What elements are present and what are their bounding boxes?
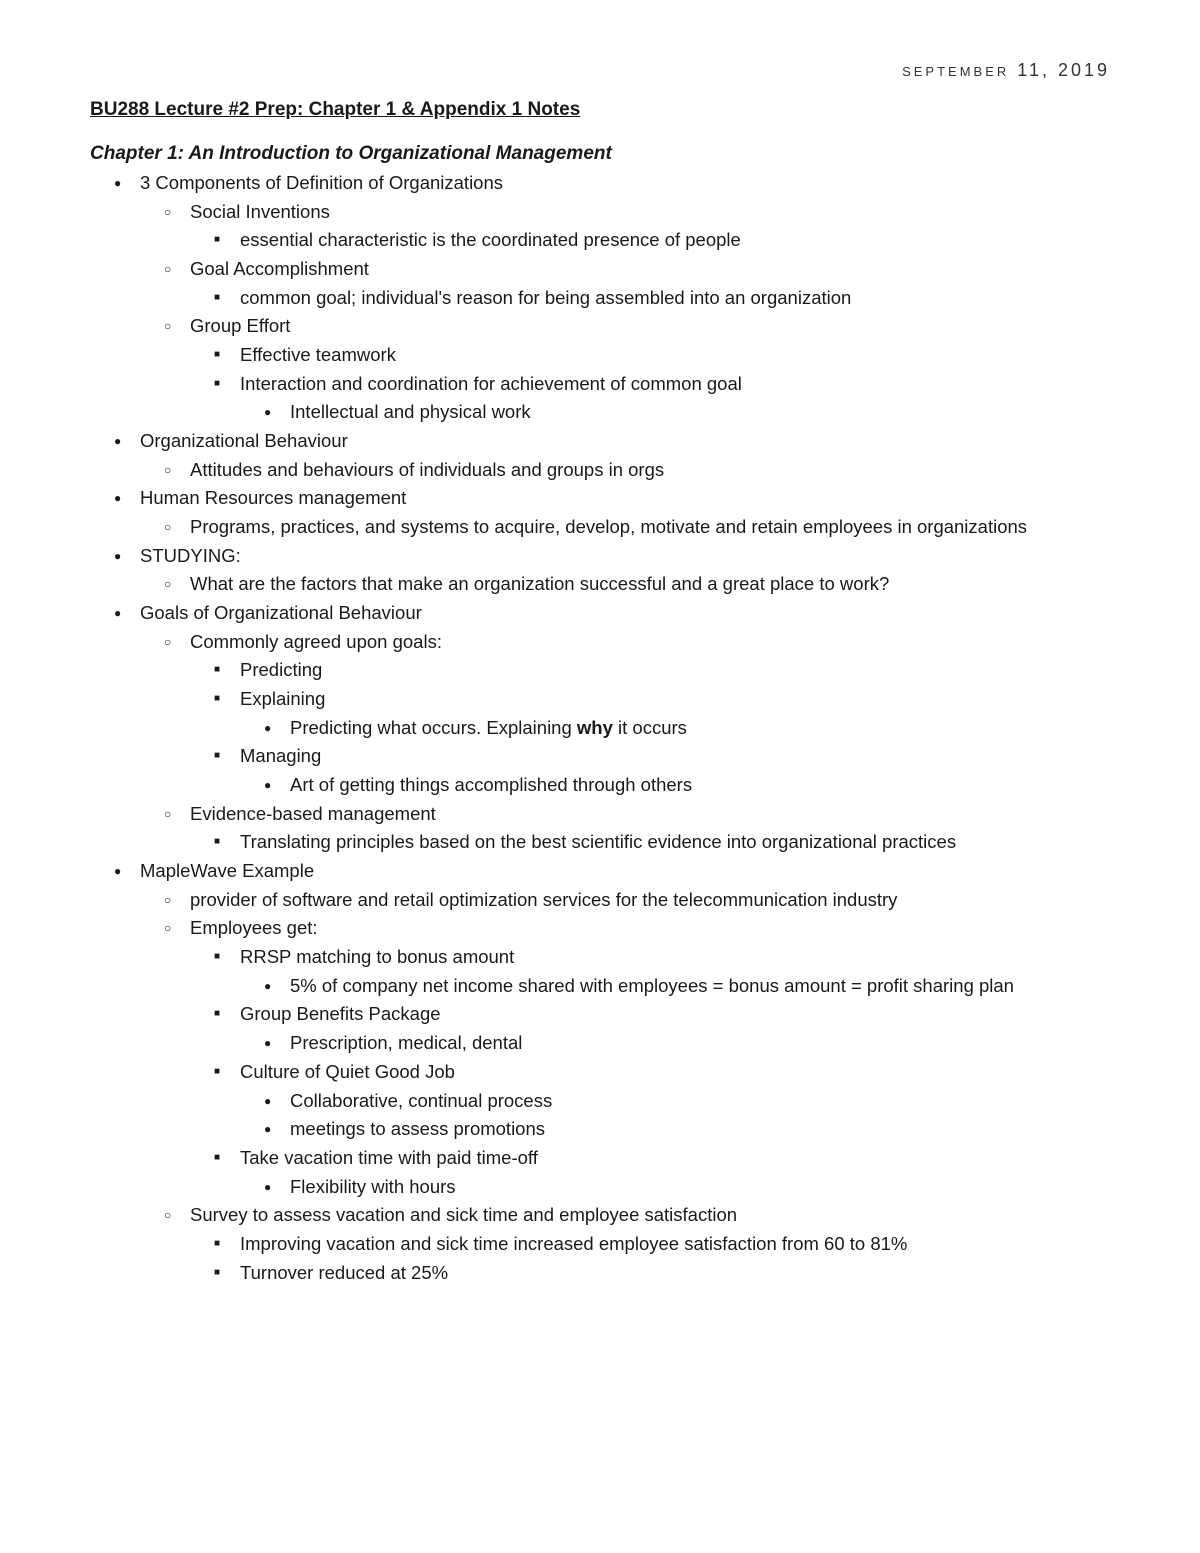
text: Programs, practices, and systems to acqu… bbox=[190, 516, 1027, 537]
chapter-heading: Chapter 1: An Introduction to Organizati… bbox=[90, 143, 1110, 165]
list-item: Group Effort Effective teamwork Interact… bbox=[190, 312, 1110, 427]
text: 5% of company net income shared with emp… bbox=[290, 975, 1014, 996]
text: Survey to assess vacation and sick time … bbox=[190, 1204, 737, 1225]
list-item: Art of getting things accomplished throu… bbox=[290, 771, 1110, 800]
list-item: Social Inventions essential characterist… bbox=[190, 198, 1110, 255]
list-item: Effective teamwork bbox=[240, 341, 1110, 370]
list-item: Goals of Organizational Behaviour Common… bbox=[140, 599, 1110, 857]
text: Intellectual and physical work bbox=[290, 401, 531, 422]
list-item: common goal; individual's reason for bei… bbox=[240, 284, 1110, 313]
list-item: STUDYING: What are the factors that make… bbox=[140, 542, 1110, 599]
text: Flexibility with hours bbox=[290, 1176, 456, 1197]
list-item: What are the factors that make an organi… bbox=[190, 570, 1110, 599]
list-item: meetings to assess promotions bbox=[290, 1115, 1110, 1144]
text: Goal Accomplishment bbox=[190, 258, 369, 279]
list-item: Managing Art of getting things accomplis… bbox=[240, 742, 1110, 799]
list-item: Attitudes and behaviours of individuals … bbox=[190, 456, 1110, 485]
list-item: Employees get: RRSP matching to bonus am… bbox=[190, 914, 1110, 1201]
text: Employees get: bbox=[190, 917, 318, 938]
list-item: Goal Accomplishment common goal; individ… bbox=[190, 255, 1110, 312]
text: it occurs bbox=[613, 717, 687, 738]
list-item: Group Benefits Package Prescription, med… bbox=[240, 1000, 1110, 1057]
list-item: RRSP matching to bonus amount 5% of comp… bbox=[240, 943, 1110, 1000]
list-item: Improving vacation and sick time increas… bbox=[240, 1230, 1110, 1259]
list-item: Turnover reduced at 25% bbox=[240, 1259, 1110, 1288]
list-item: essential characteristic is the coordina… bbox=[240, 226, 1110, 255]
list-item: Intellectual and physical work bbox=[290, 398, 1110, 427]
list-item: MapleWave Example provider of software a… bbox=[140, 857, 1110, 1287]
text: Group Effort bbox=[190, 315, 290, 336]
list-item: Explaining Predicting what occurs. Expla… bbox=[240, 685, 1110, 742]
text: What are the factors that make an organi… bbox=[190, 573, 889, 594]
list-item: provider of software and retail optimiza… bbox=[190, 886, 1110, 915]
list-item: Commonly agreed upon goals: Predicting E… bbox=[190, 628, 1110, 800]
text: 3 Components of Definition of Organizati… bbox=[140, 172, 503, 193]
text: Human Resources management bbox=[140, 487, 406, 508]
list-item: Collaborative, continual process bbox=[290, 1087, 1110, 1116]
text: Goals of Organizational Behaviour bbox=[140, 602, 422, 623]
text: Take vacation time with paid time-off bbox=[240, 1147, 538, 1168]
document-title: BU288 Lecture #2 Prep: Chapter 1 & Appen… bbox=[90, 99, 1110, 121]
text: MapleWave Example bbox=[140, 860, 314, 881]
text: STUDYING: bbox=[140, 545, 241, 566]
text: Social Inventions bbox=[190, 201, 330, 222]
list-item: Flexibility with hours bbox=[290, 1173, 1110, 1202]
text: Culture of Quiet Good Job bbox=[240, 1061, 455, 1082]
text: Art of getting things accomplished throu… bbox=[290, 774, 692, 795]
text-bold: why bbox=[577, 717, 613, 738]
text: Collaborative, continual process bbox=[290, 1090, 552, 1111]
text: Evidence-based management bbox=[190, 803, 436, 824]
list-item: Prescription, medical, dental bbox=[290, 1029, 1110, 1058]
text: Predicting bbox=[240, 659, 322, 680]
text: Interaction and coordination for achieve… bbox=[240, 373, 742, 394]
text: Managing bbox=[240, 745, 321, 766]
text: Translating principles based on the best… bbox=[240, 831, 956, 852]
text: Group Benefits Package bbox=[240, 1003, 441, 1024]
outline-root: 3 Components of Definition of Organizati… bbox=[90, 169, 1110, 1287]
text: Improving vacation and sick time increas… bbox=[240, 1233, 907, 1254]
text: Predicting what occurs. Explaining bbox=[290, 717, 577, 738]
list-item: 3 Components of Definition of Organizati… bbox=[140, 169, 1110, 427]
text: RRSP matching to bonus amount bbox=[240, 946, 514, 967]
text: provider of software and retail optimiza… bbox=[190, 889, 897, 910]
list-item: Human Resources management Programs, pra… bbox=[140, 484, 1110, 541]
text: Turnover reduced at 25% bbox=[240, 1262, 448, 1283]
list-item: Programs, practices, and systems to acqu… bbox=[190, 513, 1110, 542]
text: essential characteristic is the coordina… bbox=[240, 229, 741, 250]
list-item: Predicting bbox=[240, 656, 1110, 685]
list-item: Survey to assess vacation and sick time … bbox=[190, 1201, 1110, 1287]
text: Commonly agreed upon goals: bbox=[190, 631, 442, 652]
list-item: Interaction and coordination for achieve… bbox=[240, 370, 1110, 427]
text: Attitudes and behaviours of individuals … bbox=[190, 459, 664, 480]
text: Organizational Behaviour bbox=[140, 430, 348, 451]
list-item: Translating principles based on the best… bbox=[240, 828, 1110, 857]
list-item: 5% of company net income shared with emp… bbox=[290, 972, 1110, 1001]
text: Effective teamwork bbox=[240, 344, 396, 365]
text: meetings to assess promotions bbox=[290, 1118, 545, 1139]
list-item: Evidence-based management Translating pr… bbox=[190, 800, 1110, 857]
list-item: Take vacation time with paid time-off Fl… bbox=[240, 1144, 1110, 1201]
list-item: Culture of Quiet Good Job Collaborative,… bbox=[240, 1058, 1110, 1144]
text: Prescription, medical, dental bbox=[290, 1032, 522, 1053]
text: common goal; individual's reason for bei… bbox=[240, 287, 851, 308]
text: Explaining bbox=[240, 688, 325, 709]
list-item: Predicting what occurs. Explaining why i… bbox=[290, 714, 1110, 743]
list-item: Organizational Behaviour Attitudes and b… bbox=[140, 427, 1110, 484]
document-date: September 11, 2019 bbox=[90, 60, 1110, 81]
